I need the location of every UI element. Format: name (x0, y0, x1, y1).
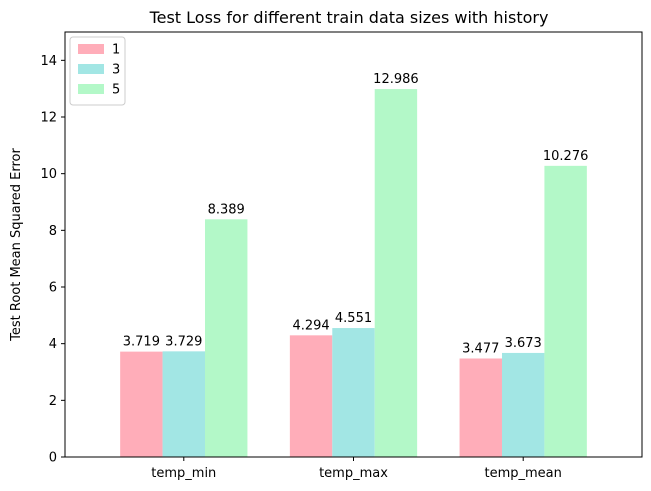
plot-frame (64, 31, 643, 458)
y-tick-label: 8 (49, 224, 57, 239)
y-tick-label: 10 (40, 167, 57, 182)
data-label: 4.551 (335, 311, 372, 326)
bar-series-1-temp_mean (459, 358, 502, 457)
y-tick-label: 6 (49, 281, 57, 296)
data-label: 10.276 (543, 149, 589, 164)
x-tick-label: temp_mean (485, 466, 562, 481)
legend-swatch-3 (78, 64, 104, 74)
legend-swatch-5 (78, 84, 104, 94)
legend-swatch-1 (78, 44, 104, 54)
bar-series-5-temp_min (205, 219, 248, 457)
bar-series-3-temp_min (162, 351, 206, 457)
x-tick-label: temp_min (151, 466, 216, 481)
y-axis: 0 2 4 6 8 10 12 14 (40, 54, 65, 466)
bars-group (120, 89, 587, 458)
y-tick-label: 12 (40, 111, 57, 126)
bar-series-3-temp_mean (501, 352, 545, 457)
bar-series-1-temp_min (120, 351, 163, 457)
data-label: 3.477 (462, 341, 499, 356)
data-label: 12.986 (373, 72, 419, 87)
data-label: 4.294 (292, 318, 329, 333)
bar-series-1-temp_max (289, 335, 333, 457)
legend-label-3: 3 (112, 63, 120, 78)
y-tick-label: 0 (49, 451, 57, 466)
y-tick-label: 4 (49, 337, 57, 352)
legend-label-5: 5 (112, 83, 120, 98)
legend-label-1: 1 (112, 43, 120, 58)
data-label: 8.389 (208, 202, 245, 217)
x-tick-label: temp_max (319, 466, 388, 481)
data-label: 3.719 (123, 335, 160, 350)
y-axis-label: Test Root Mean Squared Error (9, 147, 24, 341)
bar-series-5-temp_mean (544, 165, 587, 457)
legend: 1 3 5 (69, 36, 126, 106)
chart-title: Test Loss for different train data sizes… (149, 8, 549, 27)
data-labels-group: 3.719 3.729 8.389 4.294 4.551 12.986 3.477 3.67… (123, 72, 589, 356)
y-tick-label: 2 (49, 394, 57, 409)
bar-series-5-temp_max (374, 89, 418, 458)
bar-series-3-temp_max (332, 328, 375, 457)
data-label: 3.729 (165, 334, 202, 349)
data-label: 3.673 (505, 336, 542, 351)
y-tick-label: 14 (40, 54, 57, 69)
x-axis: temp_min temp_max temp_mean (151, 457, 562, 481)
